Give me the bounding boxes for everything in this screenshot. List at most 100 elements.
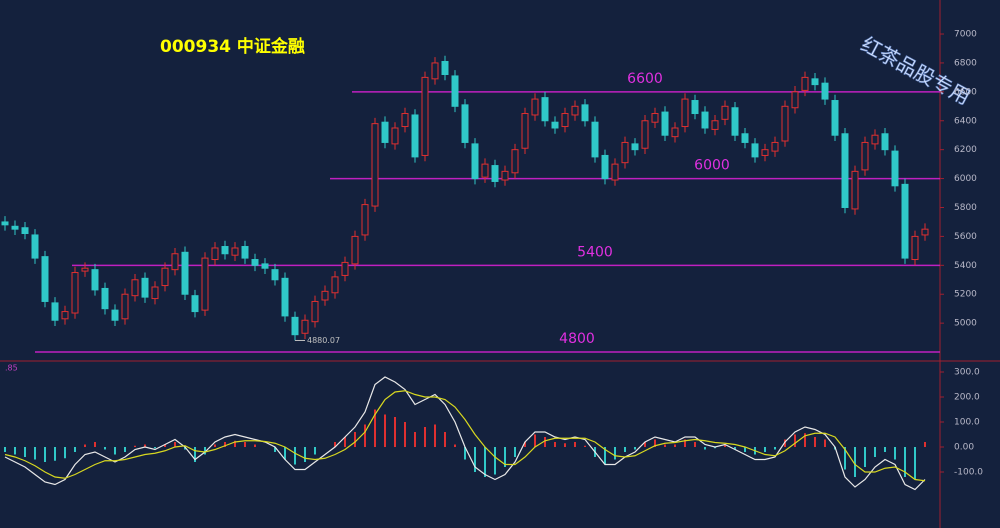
candle-body	[581, 104, 589, 122]
candle-body	[791, 91, 799, 109]
candle-body	[841, 133, 849, 208]
candle-body	[251, 259, 259, 266]
candle-body	[451, 75, 459, 107]
candle-body	[151, 286, 159, 300]
y-tick-label: 6200	[954, 145, 977, 155]
candle-body	[521, 113, 529, 149]
candle-body	[881, 133, 889, 151]
candle-body	[461, 104, 469, 143]
candle-body	[141, 277, 149, 298]
candle-body	[91, 269, 99, 291]
candle-body	[711, 120, 719, 130]
y-tick-label: 5200	[954, 290, 977, 300]
candle-body	[351, 235, 359, 265]
candle-body	[851, 170, 859, 210]
candle-body	[61, 311, 69, 320]
candle-body	[191, 295, 199, 313]
candle-body	[591, 121, 599, 158]
y-tick-label: 6400	[954, 116, 977, 126]
candle-body	[541, 97, 549, 122]
y-tick-label: 5000	[954, 319, 977, 329]
y-tick-label: 300.0	[954, 368, 980, 378]
y-tick-label: 200.0	[954, 393, 980, 403]
candle-body	[231, 247, 239, 256]
candle-body	[621, 141, 629, 164]
candle-body	[51, 302, 59, 321]
candle-body	[301, 319, 309, 334]
y-tick-label: 5600	[954, 232, 977, 242]
indicator-label: .85	[5, 364, 18, 373]
candle-body	[501, 170, 509, 181]
candle-body	[31, 234, 39, 259]
candle-body	[81, 267, 89, 272]
candle-body	[261, 263, 269, 269]
y-tick-label: 0.00	[954, 443, 974, 453]
chart-title: 000934 中证金融	[160, 36, 305, 57]
candle-body	[751, 143, 759, 158]
level-label: 6000	[694, 158, 730, 174]
level-label: 4800	[559, 331, 595, 347]
candle-body	[311, 300, 319, 323]
y-tick-label: 6800	[954, 58, 977, 68]
candle-body	[691, 100, 699, 115]
candle-body	[661, 111, 669, 136]
candle-body	[641, 120, 649, 149]
candle-body	[111, 309, 119, 321]
candle-body	[41, 256, 49, 302]
candle-body	[891, 150, 899, 187]
candle-body	[421, 76, 429, 156]
candle-body	[771, 141, 779, 152]
candle-body	[441, 60, 449, 75]
candle-body	[671, 127, 679, 138]
candle-body	[801, 76, 809, 91]
candle-body	[331, 276, 339, 294]
candle-body	[481, 163, 489, 178]
candle-body	[741, 133, 749, 143]
low-label: 4880.07	[307, 336, 340, 345]
candle-body	[71, 272, 79, 314]
candle-body	[861, 141, 869, 171]
candle-body	[911, 235, 919, 261]
candle-body	[571, 105, 579, 116]
macd-line	[4, 390, 926, 482]
y-tick-label: 6600	[954, 87, 977, 97]
candle-body	[871, 134, 879, 145]
candle-body	[391, 127, 399, 145]
candle-body	[201, 257, 209, 311]
candle-body	[21, 227, 29, 235]
candle-body	[131, 279, 139, 297]
candle-body	[1, 221, 9, 226]
candle-body	[831, 100, 839, 136]
level-label: 5400	[577, 244, 613, 260]
candle-body	[271, 269, 279, 281]
candle-body	[491, 165, 499, 182]
candle-body	[561, 113, 569, 128]
candle-body	[651, 113, 659, 123]
candle-body	[601, 154, 609, 180]
candle-body	[681, 98, 689, 128]
candle-body	[341, 261, 349, 276]
candle-body	[901, 183, 909, 259]
candle-body	[371, 123, 379, 207]
macd-line	[4, 376, 926, 491]
candle-body	[631, 143, 639, 151]
y-tick-label: -100.0	[954, 468, 983, 478]
candle-body	[761, 149, 769, 156]
candle-body	[401, 113, 409, 128]
candle-body	[181, 251, 189, 295]
candle-body	[211, 247, 219, 261]
candle-body	[731, 107, 739, 136]
candle-body	[551, 121, 559, 129]
candle-body	[161, 267, 169, 287]
candle-body	[221, 246, 229, 255]
candle-body	[721, 105, 729, 120]
candle-body	[921, 228, 929, 236]
candle-body	[781, 105, 789, 142]
candle-body	[171, 253, 179, 271]
y-tick-label: 5800	[954, 203, 977, 213]
y-tick-label: 100.0	[954, 418, 980, 428]
level-label: 6600	[627, 71, 663, 87]
candle-body	[281, 277, 289, 317]
